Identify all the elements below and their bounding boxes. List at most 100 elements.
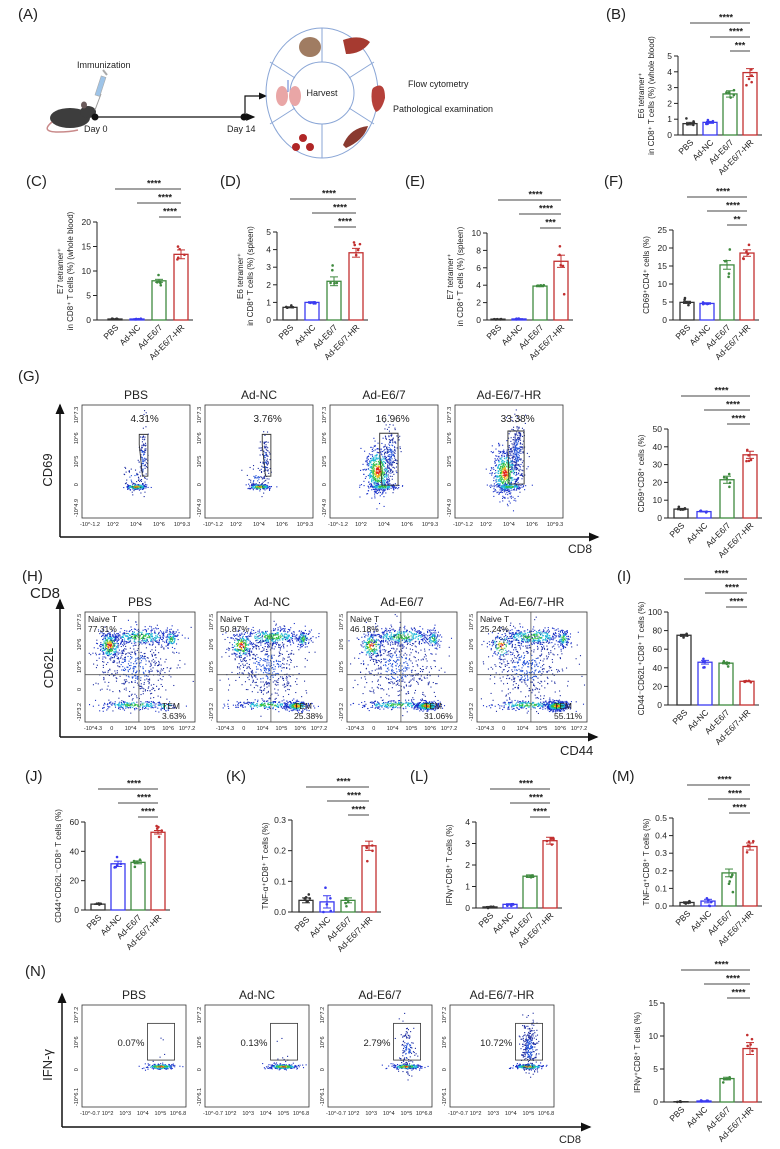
event-dot	[511, 470, 513, 472]
event-dot	[511, 486, 513, 489]
y-axis-label: TNF-α⁺CD8⁺ T cells (%)	[642, 818, 651, 905]
event-dot	[375, 475, 377, 477]
event-dot	[385, 458, 387, 460]
event-dot	[373, 468, 375, 470]
event-dot	[518, 464, 520, 466]
event-dot	[256, 484, 258, 486]
event-dot	[502, 500, 504, 502]
event-dot	[255, 484, 257, 486]
event-dot	[265, 466, 267, 468]
event-dot	[252, 464, 255, 467]
event-dot	[386, 474, 388, 477]
event-dot	[139, 471, 141, 473]
event-dot	[230, 637, 232, 639]
event-dot	[139, 480, 141, 482]
data-point	[291, 305, 295, 309]
event-dot	[505, 471, 507, 473]
event-dot	[167, 634, 169, 636]
event-dot	[141, 463, 143, 465]
bar-ad-e6-7-hr	[361, 845, 377, 913]
event-dot	[386, 488, 388, 491]
event-dot	[389, 462, 391, 464]
event-dot	[508, 474, 510, 476]
event-dot	[128, 695, 131, 697]
event-dot	[158, 640, 161, 642]
event-dot	[160, 631, 163, 633]
event-dot	[154, 660, 156, 662]
bar-ad-nc	[696, 510, 712, 519]
event-dot	[140, 662, 142, 664]
event-dot	[124, 629, 126, 632]
event-dot	[373, 464, 376, 466]
event-dot	[263, 455, 265, 457]
event-dot	[158, 662, 160, 664]
event-dot	[137, 704, 139, 706]
event-dot	[390, 456, 392, 458]
event-dot	[506, 490, 508, 492]
event-dot	[131, 693, 133, 695]
event-dot	[515, 500, 517, 502]
event-dot	[384, 486, 386, 488]
event-dot	[159, 672, 161, 674]
event-dot	[387, 464, 389, 466]
event-dot	[373, 479, 375, 481]
event-dot	[368, 475, 370, 477]
event-dot	[116, 640, 118, 642]
gate-polygon	[379, 432, 399, 486]
data-point	[702, 657, 705, 661]
event-dot	[152, 667, 154, 669]
event-dot	[140, 454, 142, 456]
event-dot	[496, 476, 498, 479]
event-dot	[150, 663, 152, 666]
event-dot	[389, 483, 391, 485]
event-dot	[504, 452, 506, 455]
event-dot	[512, 429, 514, 431]
event-dot	[143, 708, 145, 710]
event-dot	[140, 480, 143, 482]
significance-stars: ****	[529, 793, 544, 803]
event-dot	[518, 487, 520, 490]
event-dot	[152, 701, 154, 703]
event-dot	[289, 642, 291, 644]
bar-ad-e6-7-hr	[542, 840, 558, 909]
event-dot	[508, 480, 510, 482]
bar-pbs	[676, 634, 692, 706]
event-dot	[394, 467, 396, 469]
event-dot	[370, 475, 372, 477]
event-dot	[375, 458, 377, 460]
event-dot	[504, 466, 506, 468]
event-dot	[97, 683, 99, 685]
event-dot	[149, 633, 151, 635]
event-dot	[130, 664, 132, 667]
event-dot	[258, 488, 260, 490]
event-dot	[374, 476, 376, 478]
event-dot	[141, 640, 143, 642]
event-dot	[504, 485, 506, 487]
event-dot	[372, 472, 374, 474]
event-dot	[159, 637, 161, 639]
flow-tick-label: 10^5	[144, 726, 156, 732]
event-dot	[372, 479, 374, 481]
event-dot	[375, 488, 377, 490]
event-dot	[373, 471, 375, 473]
significance-stars: ****	[351, 805, 366, 815]
flow-tick-label: 10^6	[162, 726, 174, 732]
event-dot	[145, 449, 147, 452]
event-dot	[507, 494, 509, 496]
y-tick-label: 0.2	[655, 866, 667, 876]
event-dot	[519, 466, 521, 468]
event-dot	[129, 658, 131, 660]
event-dot	[378, 465, 380, 467]
event-dot	[367, 493, 369, 495]
event-dot	[143, 682, 145, 684]
event-dot	[485, 468, 487, 470]
event-dot	[259, 441, 261, 443]
event-dot	[142, 468, 144, 470]
event-dot	[364, 468, 366, 470]
event-dot	[396, 460, 398, 462]
event-dot	[498, 445, 500, 447]
event-dot	[167, 642, 169, 645]
event-dot	[257, 484, 259, 486]
event-dot	[509, 477, 511, 479]
